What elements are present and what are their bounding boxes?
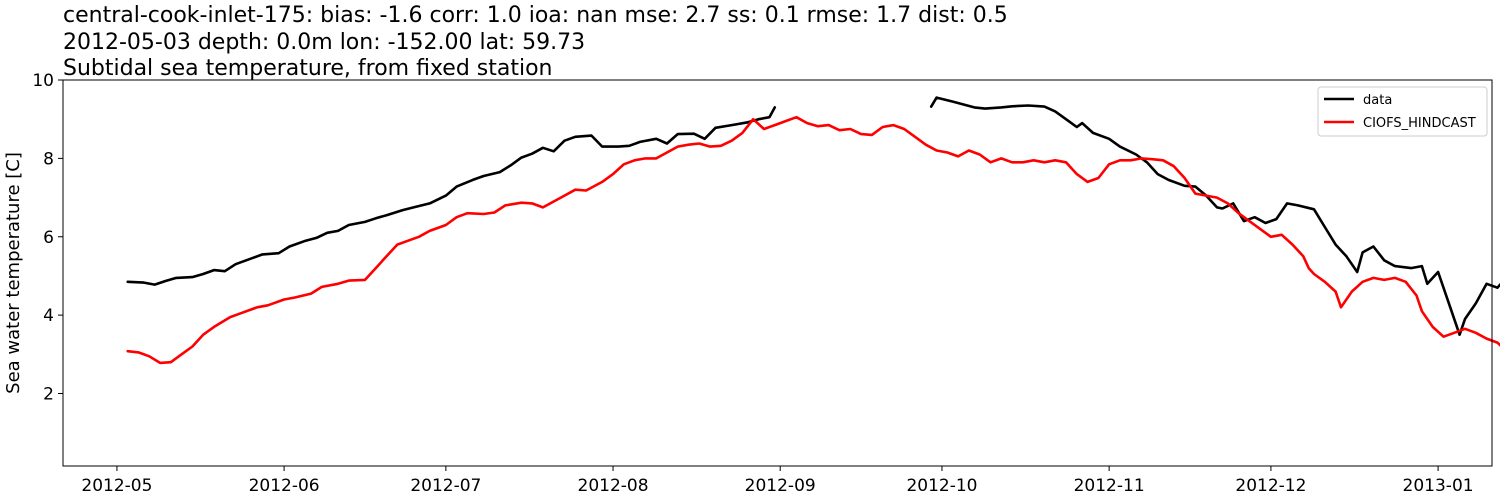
title-line-2: 2012-05-03 depth: 0.0m lon: -152.00 lat:… [63, 30, 585, 55]
y-tick-label: 10 [32, 71, 54, 91]
x-tick-label: 2012-06 [249, 476, 320, 496]
x-tick-label: 2012-09 [745, 476, 816, 496]
x-tick-label: 2012-05 [81, 476, 152, 496]
x-tick-label: 2012-08 [578, 476, 649, 496]
x-tick-label: 2012-11 [1074, 476, 1145, 496]
y-axis-label: Sea water temperature [C] [3, 152, 24, 394]
x-axis: 2012-05 2012-06 2012-07 2012-08 2012-09 2012-… [81, 466, 1474, 496]
y-tick-label: 2 [43, 385, 54, 405]
x-tick-label: 2013-01 [1403, 476, 1474, 496]
y-tick-label: 4 [43, 306, 54, 326]
legend-box [1317, 86, 1488, 137]
title-line-3: Subtidal sea temperature, from fixed sta… [63, 56, 553, 81]
chart-title: central-cook-inlet-175: bias: -1.6 corr:… [63, 3, 1008, 81]
title-line-1: central-cook-inlet-175: bias: -1.6 corr:… [63, 3, 1008, 28]
plot-area-frame [62, 79, 1493, 467]
x-tick-label: 2012-10 [906, 476, 977, 496]
plot-series [126, 96, 1500, 365]
y-axis: 2 4 6 8 10 [32, 71, 63, 405]
y-tick-label: 6 [43, 228, 54, 248]
series-line-data-segment-2 [929, 96, 1500, 337]
legend-label: data [1363, 93, 1392, 108]
series-line-data-segment-1 [126, 106, 777, 286]
series-line-ciofs-hindcast-segment-1 [126, 115, 1500, 365]
x-tick-label: 2012-12 [1235, 476, 1306, 496]
y-tick-label: 8 [43, 149, 54, 169]
x-tick-label: 2012-07 [410, 476, 481, 496]
legend-label: CIOFS_HINDCAST [1363, 116, 1476, 131]
legend: data CIOFS_HINDCAST [1317, 86, 1488, 137]
